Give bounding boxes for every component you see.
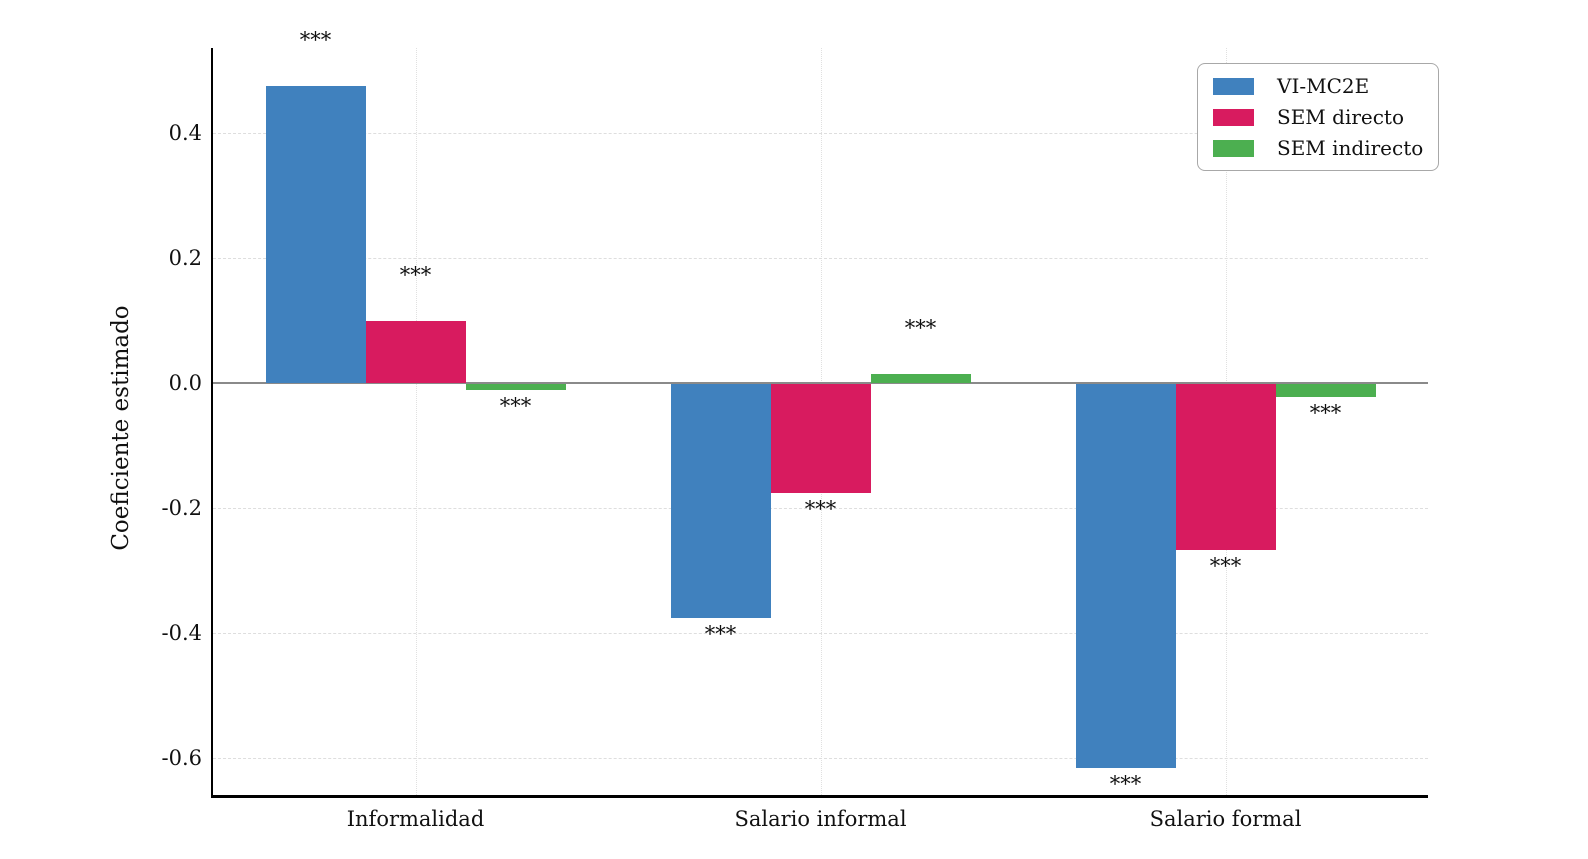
- h-gridline: [213, 133, 1428, 134]
- bar-sem-directo-0: [365, 320, 466, 383]
- significance-marker: ***: [299, 28, 332, 53]
- bar-sem-directo-1: [770, 384, 871, 494]
- legend-item: VI-MC2E: [1213, 75, 1423, 97]
- y-tick-label: 0.0: [168, 371, 202, 395]
- x-tick-label: Salario formal: [1149, 807, 1302, 831]
- significance-marker: ***: [704, 622, 737, 647]
- significance-marker: ***: [804, 497, 837, 522]
- zero-line: [213, 382, 1428, 384]
- legend-swatch: [1213, 77, 1254, 95]
- significance-marker: ***: [399, 262, 432, 287]
- bar-vi-mc2e-1: [670, 384, 771, 619]
- legend-item: SEM indirecto: [1213, 137, 1423, 159]
- bar-sem-indirecto-1: [870, 373, 971, 383]
- significance-marker: ***: [1109, 772, 1142, 797]
- significance-marker: ***: [499, 394, 532, 419]
- h-gridline: [213, 258, 1428, 259]
- significance-marker: ***: [1309, 400, 1342, 425]
- h-gridline: [213, 508, 1428, 509]
- y-tick-label: 0.4: [168, 121, 202, 145]
- h-gridline: [213, 758, 1428, 759]
- legend: VI-MC2E SEM directo SEM indirecto: [1197, 63, 1440, 171]
- significance-marker: ***: [1209, 553, 1242, 578]
- legend-swatch: [1213, 139, 1254, 157]
- x-tick-label: Informalidad: [346, 807, 485, 831]
- bar-sem-indirecto-2: [1275, 384, 1376, 397]
- bar-vi-mc2e-0: [265, 86, 366, 383]
- y-tick-label: -0.4: [161, 621, 203, 645]
- legend-label: SEM directo: [1277, 105, 1405, 129]
- y-tick-label: 0.2: [168, 246, 202, 270]
- y-axis-spine: [211, 48, 213, 795]
- legend-item: SEM directo: [1213, 106, 1423, 128]
- bar-vi-mc2e-2: [1075, 384, 1176, 769]
- v-gridline: [415, 48, 417, 795]
- significance-marker: ***: [904, 315, 937, 340]
- x-tick-label: Salario informal: [734, 807, 907, 831]
- legend-swatch: [1213, 108, 1254, 126]
- legend-label: VI-MC2E: [1277, 74, 1370, 98]
- legend-label: SEM indirecto: [1277, 136, 1424, 160]
- y-tick-label: -0.2: [161, 496, 203, 520]
- x-axis-spine: [211, 795, 1428, 798]
- bar-sem-indirecto-0: [465, 384, 566, 391]
- h-gridline: [213, 633, 1428, 634]
- y-tick-label: -0.6: [161, 746, 203, 770]
- bar-sem-directo-2: [1175, 384, 1276, 550]
